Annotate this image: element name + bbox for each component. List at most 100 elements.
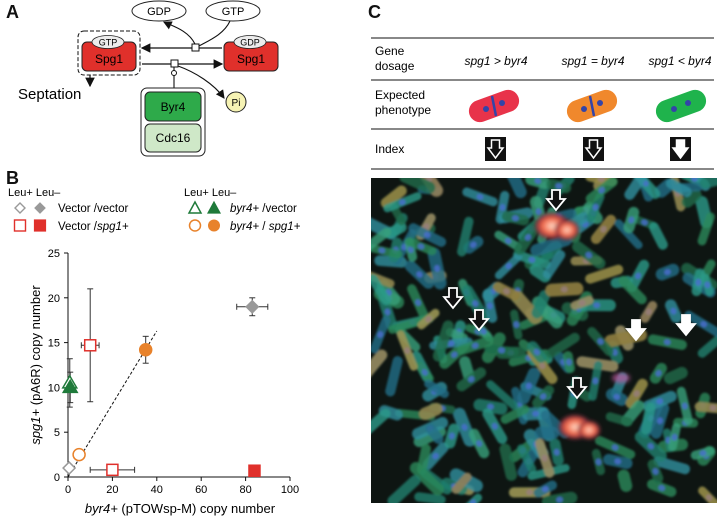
chart-legend: Leu+ Leu– Leu+ Leu– Vector /vector Vecto… [8, 187, 301, 233]
gtp-top-label: GTP [222, 6, 245, 18]
cell-nucleus [704, 281, 711, 289]
cell-shape [663, 366, 688, 385]
cell-shape [624, 178, 647, 200]
cell-body [545, 332, 580, 359]
cell-shape [425, 423, 444, 444]
x-tick-label: 100 [281, 484, 299, 496]
cell-shape [545, 282, 584, 297]
cell-overlay [640, 300, 658, 323]
cell-body [486, 380, 519, 410]
cell-nucleus [533, 348, 541, 356]
cell-shape [500, 404, 530, 424]
cell-shape [605, 388, 628, 406]
data-point-square [106, 463, 119, 477]
panel-c-table: Gene dosage spg1 > byr4 spg1 = byr4 spg1 … [371, 37, 714, 170]
cell-nucleus [592, 377, 599, 385]
data-point-circle [72, 447, 86, 462]
septation-label: Septation [18, 86, 81, 103]
cell-shape [534, 426, 560, 440]
cell-body [387, 475, 421, 503]
cell-nucleus [432, 452, 439, 460]
cell-nucleus [656, 398, 664, 405]
cell-nucleus [593, 302, 601, 309]
filled-pointer-arrow-icon [625, 319, 647, 342]
phenotype-green-cell [655, 89, 707, 123]
cell-nucleus [681, 402, 688, 410]
cell-nucleus [471, 342, 479, 349]
cell-shape [510, 309, 523, 340]
cell-shape [399, 178, 436, 194]
cell-shape [647, 334, 687, 350]
cell-nucleus [423, 231, 431, 239]
cell-shape [534, 438, 555, 478]
fluorescence-micrograph [371, 178, 717, 503]
cell-shape [697, 212, 715, 246]
cell-nucleus [647, 443, 655, 450]
cell-shape [462, 187, 498, 207]
row-expected-phenotype-label: Expected phenotype [375, 88, 431, 117]
phenotype-orange-cell [566, 89, 618, 123]
cell-body [371, 408, 391, 441]
cell-shape [371, 408, 391, 441]
cell-shape [501, 210, 530, 226]
cell-body [618, 275, 647, 305]
cell-shape [417, 308, 440, 330]
pi-label: Pi [232, 98, 241, 109]
cell-body [530, 233, 573, 257]
cell-nucleus [415, 299, 422, 307]
cell-shape [513, 250, 551, 270]
cell-shape [690, 446, 716, 460]
cell-nucleus [448, 432, 455, 440]
legend-header-left: Leu+ Leu– [8, 187, 61, 199]
cell-nucleus [469, 499, 477, 503]
cell-overlay [585, 264, 624, 284]
cell-shape [668, 423, 681, 452]
index-open-arrow-1-icon [485, 137, 506, 161]
cell-shape [422, 442, 449, 470]
x-tick-label: 20 [106, 484, 118, 496]
cell-shape [530, 233, 573, 257]
cell-body [534, 426, 560, 440]
cell-shape [463, 235, 484, 254]
cell-shape [499, 443, 518, 481]
cell-shape [473, 398, 508, 415]
cell-nucleus [555, 182, 563, 190]
data-point-circle [138, 343, 153, 357]
cell-shape [585, 178, 618, 204]
cell-shape [549, 438, 564, 466]
cell-shape [699, 178, 717, 189]
cell-nucleus [378, 247, 386, 254]
cell-nucleus [670, 307, 677, 315]
cell-shape [494, 252, 523, 280]
cell-shape [405, 237, 437, 256]
cell-nucleus [592, 203, 599, 211]
cell-shape [545, 332, 580, 359]
data-point-triangle [61, 378, 79, 394]
cell-nucleus [487, 403, 494, 410]
panel-a-diagram: GDP GTP Pi GTP Spg1 GDP Spg1 Septation B… [18, 0, 279, 157]
cell-nucleus [532, 410, 540, 417]
cell-shape [486, 380, 519, 410]
cell-body [663, 366, 688, 385]
cell-shape [586, 192, 605, 223]
cell-body [457, 216, 474, 257]
cell-body [605, 412, 633, 427]
cell-body [648, 222, 668, 250]
cell-nucleus [486, 302, 493, 310]
cell-overlay [698, 486, 717, 503]
cell-shape [590, 214, 617, 244]
cell-shape [396, 330, 418, 371]
cell-shape [418, 402, 443, 420]
cell-body [641, 402, 656, 435]
cell-body [399, 178, 436, 194]
open-pointer-arrow-icon [545, 189, 567, 212]
cell-body [371, 274, 392, 306]
cell-body [371, 227, 392, 252]
cell-nucleus [384, 308, 391, 316]
cell-body [504, 178, 527, 199]
y-tick-label: 25 [48, 248, 60, 260]
cell-overlay [570, 295, 594, 310]
cell-shape [614, 219, 643, 250]
cell-nucleus [613, 393, 621, 401]
cell-shape [701, 273, 714, 297]
